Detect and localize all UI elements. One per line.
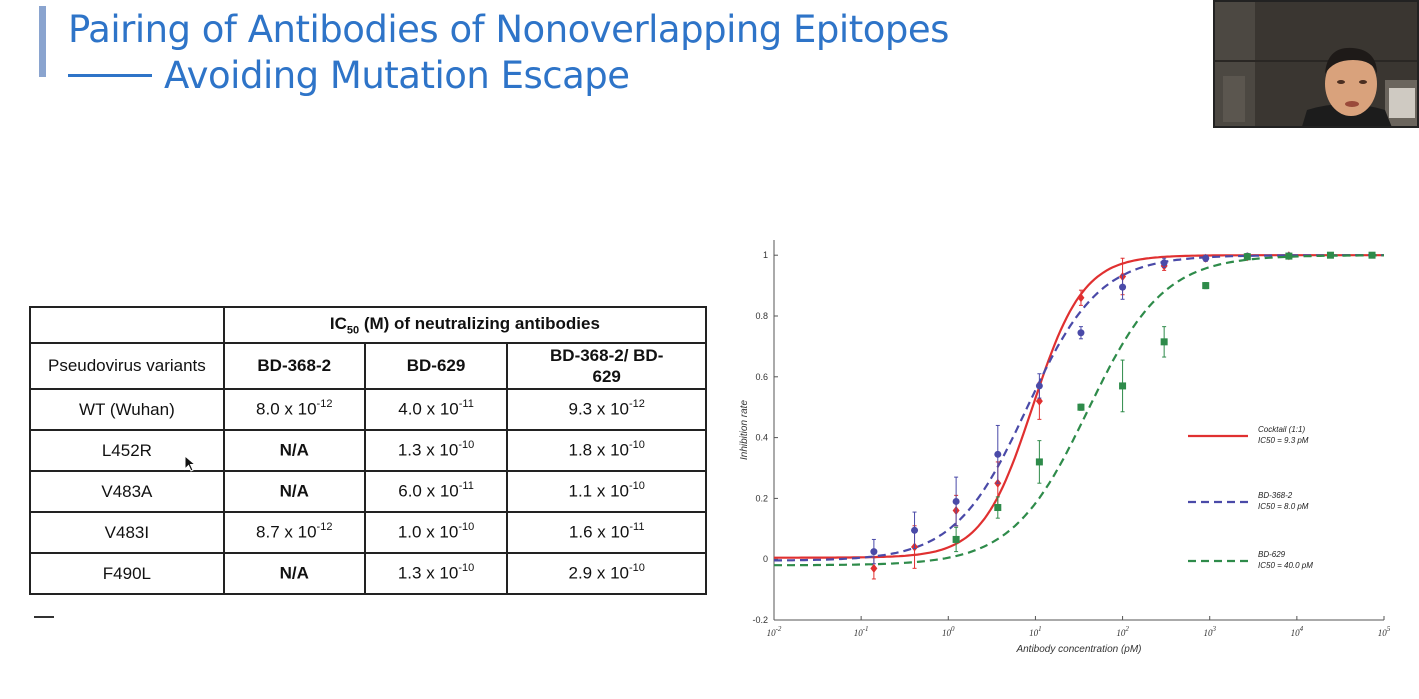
slide-title-line1: Pairing of Antibodies of Nonoverlapping … xyxy=(68,8,949,51)
x-tick-label: 101 xyxy=(1029,625,1042,638)
value-cell: 6.0 x 10-11 xyxy=(363,470,509,513)
data-point xyxy=(1160,338,1168,346)
slide-mark xyxy=(34,616,54,618)
value-cell: 1.1 x 10-10 xyxy=(506,470,707,513)
value-cell: 1.8 x 10-10 xyxy=(506,429,707,472)
value-cell: 1.0 x 10-10 xyxy=(363,511,509,554)
data-point xyxy=(952,535,960,543)
ic50-table: IC50 (M) of neutralizing antibodies Pseu… xyxy=(29,306,708,595)
legend-ic50-label: IC50 = 9.3 pM xyxy=(1258,436,1309,445)
table-row: L452R N/A 1.3 x 10-10 1.8 x 10-10 xyxy=(29,429,707,472)
title-accent-bar xyxy=(39,6,46,77)
legend-ic50-label: IC50 = 40.0 pM xyxy=(1258,561,1313,570)
slide-title-line2-text: Avoiding Mutation Escape xyxy=(164,54,630,97)
data-point xyxy=(870,563,878,573)
y-tick-label: 0.4 xyxy=(755,433,768,443)
table-row: WT (Wuhan) 8.0 x 10-12 4.0 x 10-11 9.3 x… xyxy=(29,388,707,431)
legend-series-name: BD-629 xyxy=(1258,550,1286,559)
variant-cell: F490L xyxy=(29,552,225,595)
x-tick-label: 10-2 xyxy=(767,625,782,638)
chart-axes: -0.2 0 0.2 0.4 0.6 0.8 1 10-2 10-1 100 101 102 103 10… xyxy=(739,240,1391,655)
data-point xyxy=(1285,252,1293,260)
value-cell: 4.0 x 10-11 xyxy=(363,388,509,431)
y-tick-label: 0.8 xyxy=(755,311,768,321)
variant-cell: V483I xyxy=(29,511,225,554)
data-point xyxy=(952,497,960,505)
data-point xyxy=(1035,396,1043,406)
value-cell: N/A xyxy=(222,429,366,472)
x-tick-label: 105 xyxy=(1378,625,1391,638)
data-point xyxy=(1035,458,1043,466)
value-cell: 8.7 x 10-12 xyxy=(222,511,366,554)
data-point xyxy=(1368,251,1376,259)
row-header-label: Pseudovirus variants xyxy=(29,342,225,390)
title-dash xyxy=(68,74,152,77)
mouse-cursor-icon xyxy=(184,455,197,472)
value-cell: 1.6 x 10-11 xyxy=(506,511,707,554)
data-point xyxy=(1119,283,1127,291)
data-point xyxy=(1202,254,1210,262)
chart-legend: Cocktail (1:1) IC50 = 9.3 pM BD-368-2 IC50 … xyxy=(1188,425,1313,570)
y-axis-label: Inhibition rate xyxy=(739,400,750,460)
value-cell: N/A xyxy=(222,470,366,513)
data-point xyxy=(1077,403,1085,411)
data-point xyxy=(1326,251,1334,259)
y-tick-label: -0.2 xyxy=(752,615,768,625)
slide-title-line2: Avoiding Mutation Escape xyxy=(68,54,630,97)
fit-curve-1 xyxy=(774,254,1384,562)
data-point xyxy=(994,450,1002,458)
x-tick-label: 102 xyxy=(1116,625,1129,638)
value-cell: 8.0 x 10-12 xyxy=(222,388,366,431)
column-header: BD-368-2/ BD-629 xyxy=(506,342,707,390)
table-group-header: IC50 (M) of neutralizing antibodies xyxy=(222,306,708,344)
legend-series-name: Cocktail (1:1) xyxy=(1258,425,1305,434)
data-point xyxy=(1202,282,1210,290)
data-point xyxy=(1077,293,1085,303)
y-tick-label: 1 xyxy=(763,250,768,260)
x-tick-label: 103 xyxy=(1203,625,1216,638)
value-cell: 2.9 x 10-10 xyxy=(506,552,707,595)
x-tick-label: 100 xyxy=(942,625,955,638)
data-point xyxy=(994,504,1002,512)
chart-points xyxy=(870,251,1376,580)
y-tick-label: 0.2 xyxy=(755,493,768,503)
table-row: V483I 8.7 x 10-12 1.0 x 10-10 1.6 x 10-1… xyxy=(29,511,707,554)
webcam-video xyxy=(1213,0,1419,128)
table-row: V483A N/A 6.0 x 10-11 1.1 x 10-10 xyxy=(29,470,707,513)
data-point xyxy=(1077,329,1085,337)
column-header: BD-629 xyxy=(363,342,509,390)
inhibition-chart: -0.2 0 0.2 0.4 0.6 0.8 1 10-2 10-1 100 101 102 103 10… xyxy=(739,240,1391,655)
data-point xyxy=(911,526,919,534)
data-point xyxy=(1243,253,1251,261)
x-tick-label: 10-1 xyxy=(854,625,869,638)
x-tick-label: 104 xyxy=(1291,625,1304,638)
value-cell: N/A xyxy=(222,552,366,595)
variant-cell: V483A xyxy=(29,470,225,513)
variant-cell: WT (Wuhan) xyxy=(29,388,225,431)
legend-series-name: BD-368-2 xyxy=(1258,491,1293,500)
data-point xyxy=(870,548,878,556)
fit-curve-2 xyxy=(774,254,1384,567)
y-tick-label: 0.6 xyxy=(755,372,768,382)
table-row: F490L N/A 1.3 x 10-10 2.9 x 10-10 xyxy=(29,552,707,595)
table-corner-cell xyxy=(29,306,225,344)
legend-ic50-label: IC50 = 8.0 pM xyxy=(1258,502,1309,511)
column-header: BD-368-2 xyxy=(222,342,366,390)
value-cell: 1.3 x 10-10 xyxy=(363,552,509,595)
value-cell: 1.3 x 10-10 xyxy=(363,429,509,472)
value-cell: 9.3 x 10-12 xyxy=(506,388,707,431)
data-point xyxy=(1119,382,1127,390)
data-point xyxy=(1035,382,1043,390)
x-axis-label: Antibody concentration (pM) xyxy=(1015,644,1141,655)
data-point xyxy=(1160,259,1168,267)
y-tick-label: 0 xyxy=(763,554,768,564)
